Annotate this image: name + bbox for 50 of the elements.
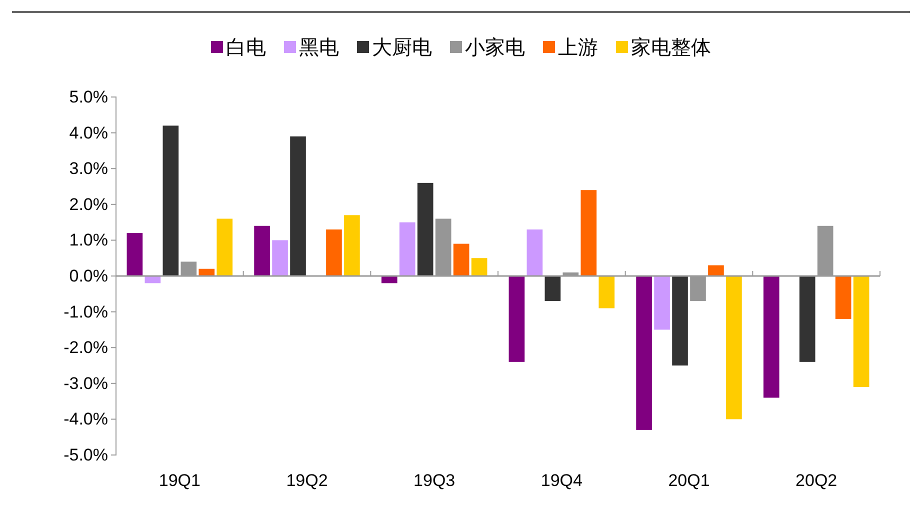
y-tick-label: 1.0% — [69, 230, 108, 250]
bar — [580, 190, 597, 276]
bar — [654, 276, 670, 330]
y-tick-label: -4.0% — [64, 410, 108, 429]
bar — [326, 229, 342, 276]
bar — [835, 276, 852, 319]
y-tick-label: 4.0% — [69, 123, 108, 142]
x-tick-label: 19Q2 — [286, 471, 328, 490]
legend-label: 白电 — [226, 37, 266, 59]
bar — [598, 276, 615, 308]
bar — [162, 126, 179, 276]
bar — [544, 276, 561, 302]
bar — [799, 276, 816, 362]
y-tick-label: -3.0% — [64, 374, 108, 393]
bar — [636, 276, 652, 430]
bar — [526, 229, 543, 276]
legend-label: 家电整体 — [631, 37, 711, 59]
bar — [198, 268, 215, 276]
y-tick-label: 0.0% — [69, 266, 108, 286]
bar — [344, 215, 360, 276]
bar — [453, 244, 470, 276]
bar — [708, 265, 724, 276]
bar — [508, 276, 525, 362]
y-tick-label: -5.0% — [64, 445, 108, 464]
x-tick-label: 20Q2 — [796, 471, 838, 490]
y-tick-label: 3.0% — [69, 159, 108, 178]
bar — [126, 233, 143, 276]
bar — [726, 276, 742, 420]
legend-label: 上游 — [558, 37, 598, 59]
bar — [272, 240, 288, 276]
x-tick-label: 19Q4 — [540, 471, 582, 490]
bar — [763, 276, 780, 398]
bar — [853, 276, 870, 387]
bar — [254, 226, 270, 276]
bar — [399, 222, 416, 276]
x-tick-label: 19Q1 — [158, 471, 200, 490]
x-tick-label: 19Q3 — [414, 471, 456, 490]
y-tick-label: 2.0% — [69, 194, 108, 214]
bar — [290, 136, 306, 276]
y-tick-label: -2.0% — [64, 338, 108, 358]
bar — [417, 182, 434, 276]
legend-label: 小家电 — [465, 37, 525, 59]
y-tick-label: 5.0% — [69, 87, 108, 106]
y-tick-label: -1.0% — [64, 302, 108, 322]
legend-label: 大厨电 — [372, 37, 432, 59]
x-tick-label: 20Q1 — [668, 471, 710, 490]
bar — [471, 258, 488, 276]
bar — [672, 276, 688, 366]
bar — [216, 218, 233, 276]
legend-label: 黑电 — [299, 37, 339, 59]
